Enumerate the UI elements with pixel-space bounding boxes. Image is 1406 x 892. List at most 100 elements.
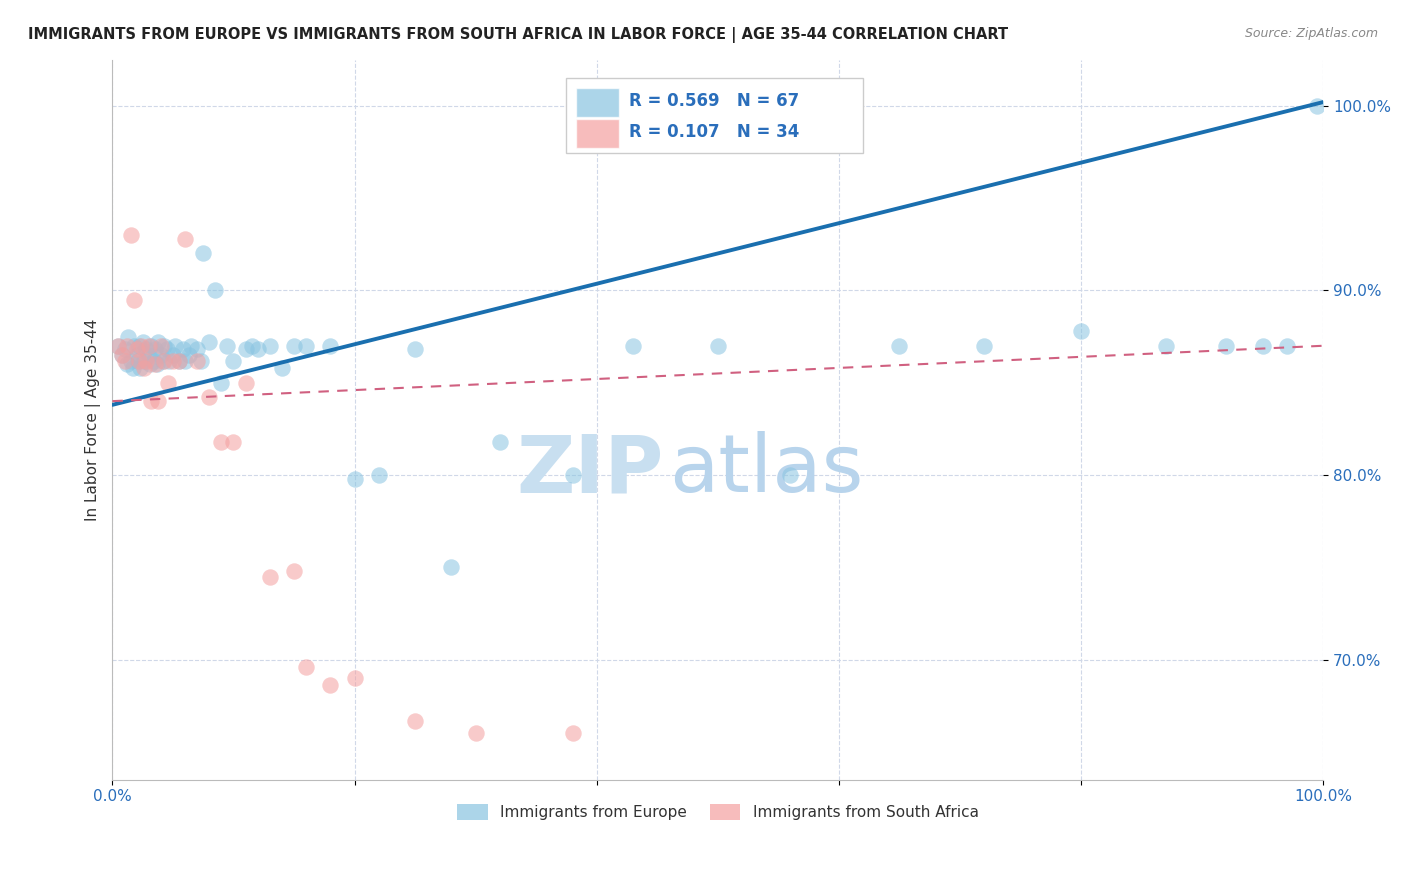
Point xyxy=(198,334,221,349)
Point xyxy=(167,353,190,368)
Point xyxy=(889,339,911,353)
Point xyxy=(561,726,583,740)
Point xyxy=(1251,339,1274,353)
Point xyxy=(120,353,142,368)
Point xyxy=(973,339,995,353)
Y-axis label: In Labor Force | Age 35-44: In Labor Force | Age 35-44 xyxy=(86,318,101,521)
Legend: Immigrants from Europe, Immigrants from South Africa: Immigrants from Europe, Immigrants from … xyxy=(451,797,984,826)
Point xyxy=(186,353,208,368)
Point xyxy=(162,353,184,368)
Point xyxy=(561,467,583,482)
Point xyxy=(167,353,190,368)
Point xyxy=(152,353,174,368)
Point xyxy=(190,353,212,368)
Point xyxy=(143,343,166,357)
Text: atlas: atlas xyxy=(669,431,863,509)
Bar xyxy=(576,120,619,148)
Point xyxy=(295,339,318,353)
Point xyxy=(319,339,342,353)
Point xyxy=(204,284,226,298)
Point xyxy=(141,394,163,409)
Text: Source: ZipAtlas.com: Source: ZipAtlas.com xyxy=(1244,27,1378,40)
Point xyxy=(142,353,165,368)
Point xyxy=(174,232,197,246)
Point xyxy=(707,339,730,353)
Point xyxy=(464,726,486,740)
Point xyxy=(146,357,169,371)
Point xyxy=(135,343,157,357)
Point xyxy=(114,353,136,368)
Point xyxy=(367,467,389,482)
Point xyxy=(138,348,160,362)
Point xyxy=(107,339,129,353)
Point xyxy=(198,391,221,405)
Point xyxy=(240,339,263,353)
Point xyxy=(404,343,426,357)
Point xyxy=(217,339,239,353)
Point xyxy=(246,343,269,357)
Bar xyxy=(567,78,863,153)
Point xyxy=(148,334,170,349)
Point xyxy=(125,343,148,357)
Text: R = 0.107   N = 34: R = 0.107 N = 34 xyxy=(630,123,800,141)
Point xyxy=(271,360,294,375)
Point xyxy=(193,246,215,260)
Point xyxy=(489,434,512,449)
Point xyxy=(114,343,136,357)
Point xyxy=(440,560,463,574)
Point xyxy=(180,339,202,353)
Point xyxy=(122,293,145,307)
Point xyxy=(148,394,170,409)
Point xyxy=(404,714,426,728)
Point xyxy=(1275,339,1298,353)
Point xyxy=(132,360,155,375)
Point xyxy=(1154,339,1177,353)
Point xyxy=(143,357,166,371)
Point xyxy=(343,671,366,685)
Point xyxy=(107,339,129,353)
Point xyxy=(259,339,281,353)
Point xyxy=(135,353,157,368)
Point xyxy=(1306,99,1329,113)
Point xyxy=(165,339,187,353)
Point xyxy=(162,348,184,362)
Point xyxy=(120,227,142,242)
Point xyxy=(235,376,257,390)
Point xyxy=(174,353,197,368)
Point xyxy=(343,472,366,486)
Point xyxy=(319,678,342,692)
Point xyxy=(149,339,172,353)
Point xyxy=(209,434,232,449)
Point xyxy=(122,360,145,375)
Text: R = 0.569   N = 67: R = 0.569 N = 67 xyxy=(630,93,800,111)
Point xyxy=(172,343,194,357)
Point xyxy=(141,339,163,353)
Point xyxy=(128,353,150,368)
Point xyxy=(209,376,232,390)
Bar xyxy=(576,88,619,117)
Point xyxy=(779,467,801,482)
Point xyxy=(131,339,153,353)
Point xyxy=(1070,324,1092,338)
Point xyxy=(117,329,139,343)
Point xyxy=(235,343,257,357)
Point xyxy=(283,564,305,578)
Point xyxy=(111,348,134,362)
Point xyxy=(127,353,149,368)
Point xyxy=(157,376,180,390)
Point xyxy=(1215,339,1237,353)
Point xyxy=(156,343,179,357)
Point xyxy=(129,360,152,375)
Text: ZIP: ZIP xyxy=(516,431,664,509)
Point xyxy=(111,348,134,362)
Point xyxy=(115,357,138,371)
Point xyxy=(621,339,644,353)
Point xyxy=(259,569,281,583)
Point xyxy=(186,343,208,357)
Point xyxy=(131,334,153,349)
Point xyxy=(149,348,172,362)
Point xyxy=(295,660,318,674)
Point xyxy=(138,339,160,353)
Point xyxy=(125,348,148,362)
Point xyxy=(122,339,145,353)
